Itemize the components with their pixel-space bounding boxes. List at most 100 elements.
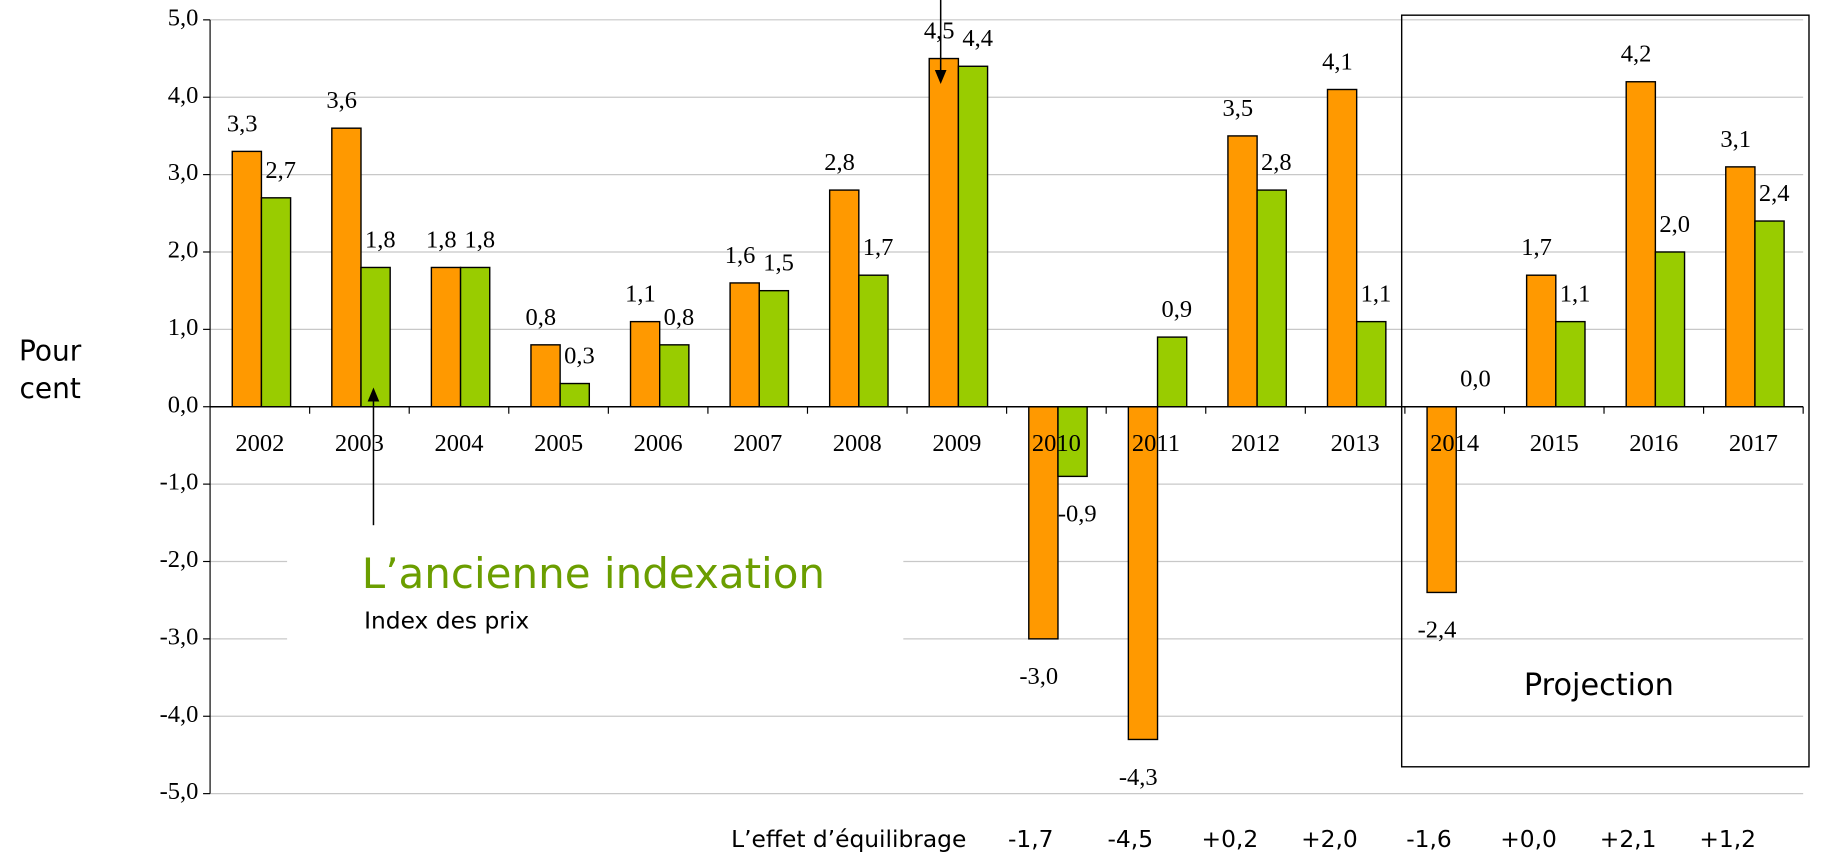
bar	[1256, 189, 1287, 408]
balancing-effect-value: +2,1	[1600, 825, 1657, 853]
x-tick-label: 2006	[634, 430, 683, 457]
y-tick-label: 3,0	[168, 159, 199, 186]
bar	[858, 274, 889, 408]
data-label: -3,0	[1019, 663, 1058, 690]
bar	[1754, 220, 1785, 408]
bar	[1028, 406, 1059, 640]
y-tick-label: 4,0	[168, 82, 199, 109]
data-label: 3,3	[227, 110, 258, 137]
bar	[658, 344, 690, 408]
arrow-head	[367, 387, 380, 402]
bar	[1654, 251, 1686, 408]
bar	[1525, 274, 1557, 408]
data-label: 0,8	[664, 304, 695, 331]
x-tick-label: 2015	[1530, 430, 1579, 457]
bar	[1227, 135, 1258, 408]
bars	[231, 57, 1785, 741]
data-label: 0,0	[1460, 366, 1491, 393]
data-label: 2,8	[824, 149, 855, 176]
bar	[1127, 406, 1159, 741]
data-label: 4,2	[1621, 41, 1652, 68]
bar	[430, 266, 462, 408]
y-tick-label: -2,0	[160, 546, 199, 573]
bar	[1555, 320, 1586, 408]
data-label: 1,1	[1361, 281, 1392, 308]
x-tick-label: 2003	[335, 430, 384, 457]
bar	[459, 266, 491, 408]
bar	[331, 127, 362, 408]
bar	[360, 266, 391, 408]
projection-label: Projection	[1524, 668, 1674, 703]
data-label: -2,4	[1418, 617, 1457, 644]
balancing-effect-value: -4,5	[1108, 825, 1154, 853]
bar	[957, 65, 989, 408]
y-axis-label-box: Pour cent	[19, 334, 82, 405]
data-label: 2,8	[1261, 149, 1292, 176]
data-label: 2,4	[1759, 180, 1790, 207]
bar	[1426, 406, 1457, 594]
x-tick-label: 2017	[1729, 430, 1778, 457]
data-label: -4,3	[1119, 764, 1158, 791]
x-tick-label: 2014	[1430, 430, 1479, 457]
annotation-background	[287, 550, 904, 659]
data-label: 2,0	[1659, 211, 1690, 238]
data-label: 3,5	[1223, 95, 1254, 122]
x-tick-label: 2010	[1032, 430, 1081, 457]
y-axis-label: Pour cent	[19, 334, 82, 405]
y-tick-label: -5,0	[160, 778, 199, 805]
balancing-effect-value: -1,6	[1406, 825, 1452, 853]
balancing-effect-label: L’effet d’équilibrage	[731, 825, 966, 853]
y-tick-label: 0,0	[168, 391, 199, 418]
data-label: 1,8	[365, 226, 396, 253]
bar	[1725, 166, 1756, 408]
data-label: -0,9	[1058, 501, 1097, 528]
data-label: 4,5	[924, 17, 955, 44]
data-label: 0,3	[564, 342, 595, 369]
data-label: 3,1	[1720, 126, 1751, 153]
balancing-effect-value: +2,0	[1301, 825, 1358, 853]
balancing-effect-value: -1,7	[1008, 825, 1054, 853]
x-tick-label: 2016	[1629, 430, 1678, 457]
bar	[1156, 336, 1188, 408]
bar	[1355, 320, 1387, 408]
x-tick-label: 2008	[833, 430, 882, 457]
balancing-effect-value: +1,2	[1699, 825, 1756, 853]
data-label: 4,4	[962, 25, 993, 52]
y-tick-label: 5,0	[168, 4, 199, 31]
bar	[1625, 81, 1657, 408]
y-tick-label: -4,0	[160, 701, 199, 728]
x-tick-label: 2009	[932, 430, 981, 457]
y-tick-label: 1,0	[168, 314, 199, 341]
data-label: 2,7	[265, 157, 296, 184]
bar	[1326, 88, 1358, 408]
x-tick-label: 2005	[534, 430, 583, 457]
bar	[530, 344, 561, 408]
data-label: 1,7	[863, 234, 894, 261]
x-tick-label: 2012	[1231, 430, 1280, 457]
data-label: 4,1	[1322, 48, 1353, 75]
data-label: 1,7	[1521, 234, 1552, 261]
data-label: 0,8	[526, 304, 557, 331]
x-tick-label: 2011	[1132, 430, 1180, 457]
bar	[758, 289, 790, 408]
data-label: 3,6	[326, 87, 357, 114]
y-tick-label: -1,0	[160, 469, 199, 496]
projection-box	[1400, 14, 1810, 768]
x-tick-label: 2004	[434, 430, 483, 457]
bar	[729, 282, 760, 408]
y-tick-label: -3,0	[160, 624, 199, 651]
balancing-effect-value: +0,2	[1202, 825, 1259, 853]
data-label: 0,9	[1161, 296, 1192, 323]
arrow-head	[934, 70, 947, 85]
data-label: 1,1	[625, 281, 656, 308]
data-label: 1,6	[725, 242, 756, 269]
x-tick-label: 2013	[1331, 430, 1380, 457]
x-tick-label: 2002	[235, 430, 284, 457]
x-tick-label: 2007	[733, 430, 782, 457]
y-tick-label: 2,0	[168, 237, 199, 264]
data-label: 1,5	[763, 250, 794, 277]
bar	[231, 150, 263, 408]
price-index-label: Index des prix	[364, 607, 529, 635]
old-indexation-label: L’ancienne indexation	[362, 549, 825, 598]
